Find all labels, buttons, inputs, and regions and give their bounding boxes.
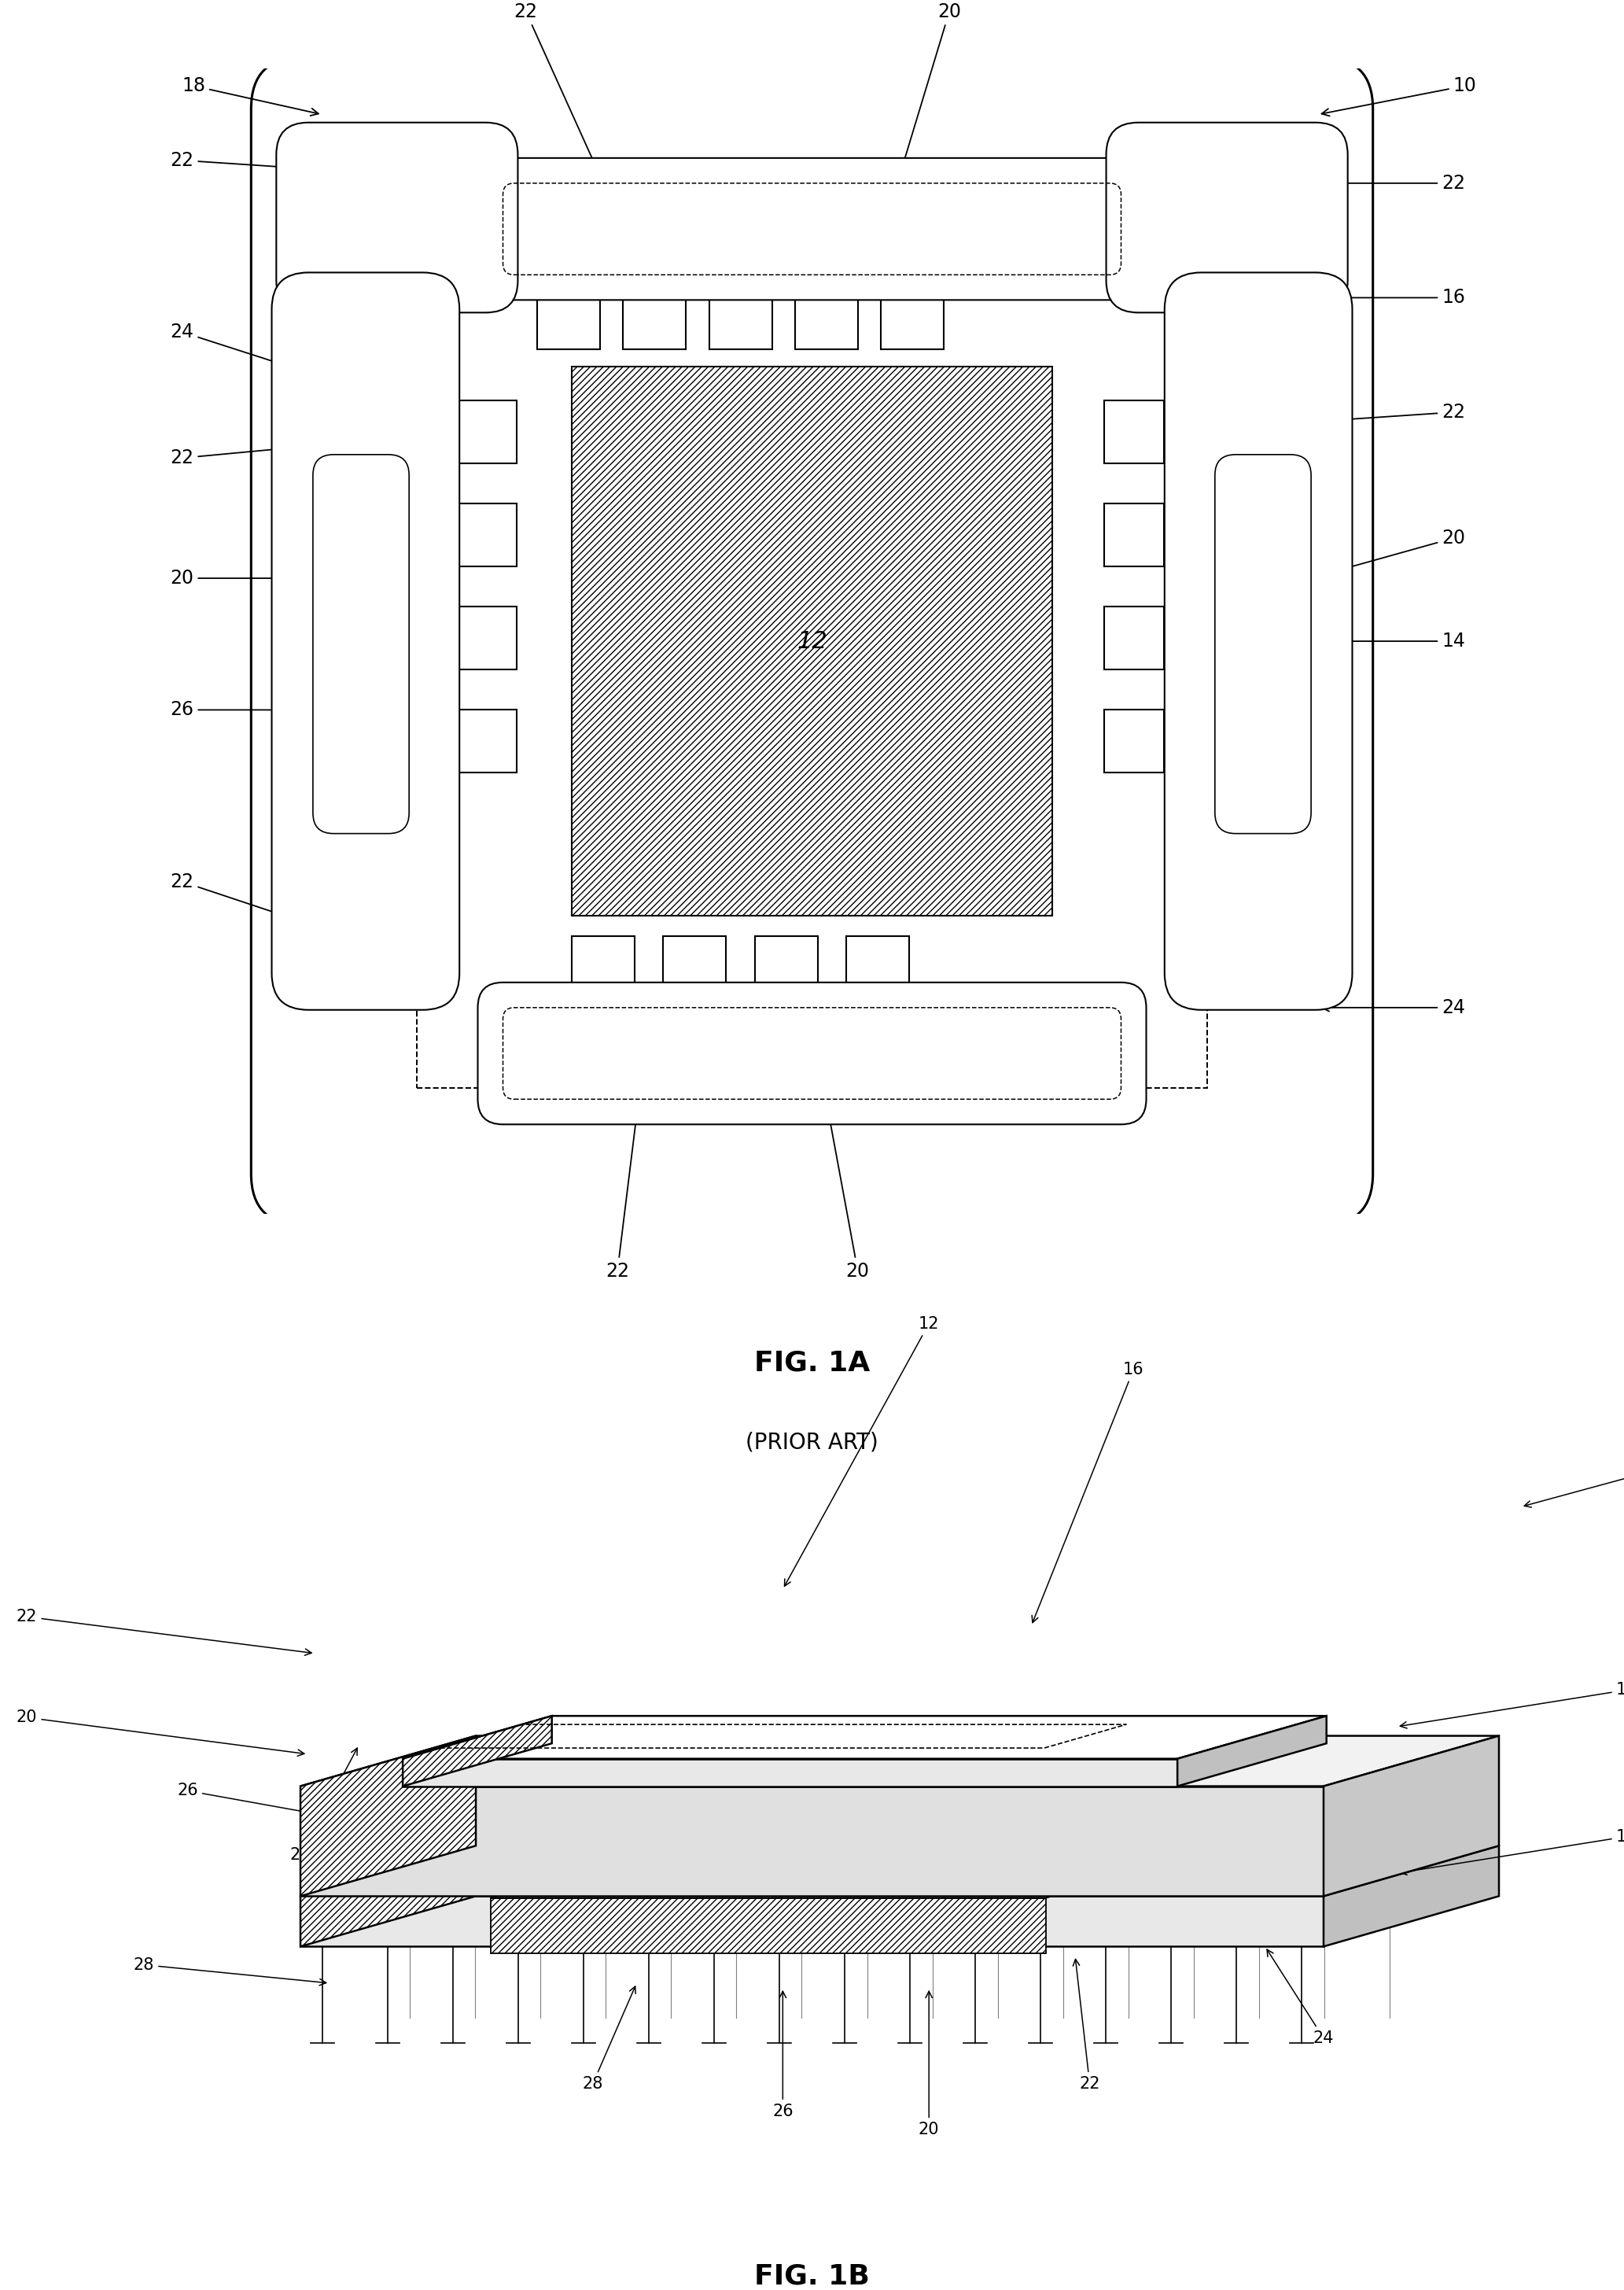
Polygon shape — [403, 1759, 1177, 1786]
FancyBboxPatch shape — [313, 453, 409, 834]
Text: 22: 22 — [291, 1747, 357, 1862]
Bar — [710, 289, 771, 348]
Text: 20: 20 — [1314, 529, 1465, 579]
FancyBboxPatch shape — [1215, 453, 1311, 834]
FancyBboxPatch shape — [477, 982, 1147, 1124]
Bar — [456, 710, 516, 774]
Bar — [456, 401, 516, 463]
Text: 20: 20 — [822, 1090, 869, 1280]
Bar — [456, 504, 516, 566]
Text: 22: 22 — [1168, 403, 1465, 435]
Polygon shape — [300, 1736, 476, 1896]
Polygon shape — [1324, 1846, 1499, 1946]
Bar — [1104, 504, 1164, 566]
Text: 28: 28 — [133, 1958, 326, 1985]
Text: 22: 22 — [171, 151, 351, 174]
Polygon shape — [1177, 1715, 1327, 1786]
FancyBboxPatch shape — [276, 121, 518, 311]
Polygon shape — [490, 1882, 1098, 1898]
FancyBboxPatch shape — [1106, 121, 1348, 311]
Polygon shape — [490, 1898, 1046, 1953]
Bar — [846, 937, 909, 996]
Text: FIG. 1B: FIG. 1B — [754, 2263, 870, 2290]
Text: 18: 18 — [182, 76, 318, 117]
Bar — [663, 937, 726, 996]
Text: 20: 20 — [171, 568, 351, 589]
Text: 12: 12 — [784, 1317, 939, 1587]
Bar — [572, 366, 1052, 916]
Text: 14: 14 — [1322, 632, 1465, 650]
Text: 20: 20 — [919, 1992, 939, 2137]
Polygon shape — [300, 1846, 1499, 1896]
Text: 18: 18 — [1400, 1683, 1624, 1729]
Text: 20: 20 — [892, 2, 961, 197]
Text: 20: 20 — [16, 1711, 304, 1756]
Text: 22: 22 — [1314, 174, 1465, 192]
Bar — [1104, 710, 1164, 774]
Text: 22: 22 — [16, 1610, 312, 1656]
Text: 26: 26 — [177, 1784, 312, 1816]
Polygon shape — [403, 1715, 552, 1786]
Text: 16: 16 — [1322, 289, 1465, 307]
Polygon shape — [300, 1786, 1324, 1896]
FancyBboxPatch shape — [252, 57, 1372, 1225]
Text: 24: 24 — [1322, 998, 1465, 1017]
Bar — [572, 937, 635, 996]
Text: 24: 24 — [1267, 1949, 1333, 2045]
Bar — [624, 289, 685, 348]
Text: (PRIOR ART): (PRIOR ART) — [745, 1431, 879, 1454]
Polygon shape — [300, 1736, 1499, 1786]
Text: 10: 10 — [1322, 76, 1476, 117]
Text: 26: 26 — [773, 1992, 793, 2118]
Text: 22: 22 — [1073, 1960, 1099, 2091]
Text: FIG. 1A: FIG. 1A — [754, 1349, 870, 1376]
Polygon shape — [300, 1846, 476, 1946]
Text: 26: 26 — [171, 701, 351, 719]
Bar — [880, 289, 944, 348]
Text: 22: 22 — [515, 2, 604, 185]
Bar — [755, 937, 818, 996]
FancyBboxPatch shape — [477, 158, 1147, 300]
Polygon shape — [300, 1896, 1324, 1946]
Bar — [1104, 401, 1164, 463]
Text: 22: 22 — [171, 872, 419, 962]
Text: 14: 14 — [1400, 1830, 1624, 1876]
Bar — [538, 289, 601, 348]
Bar — [456, 607, 516, 669]
Text: 10: 10 — [1525, 1463, 1624, 1507]
Text: 22: 22 — [606, 1090, 643, 1280]
FancyBboxPatch shape — [271, 273, 460, 1010]
Bar — [572, 366, 1052, 916]
Bar — [1104, 607, 1164, 669]
Text: 24: 24 — [171, 323, 356, 389]
FancyBboxPatch shape — [1164, 273, 1353, 1010]
Polygon shape — [403, 1715, 1327, 1759]
Text: 12: 12 — [797, 630, 827, 653]
Bar — [794, 289, 857, 348]
Text: 16: 16 — [1031, 1363, 1143, 1624]
Text: 28: 28 — [583, 1985, 635, 2091]
Polygon shape — [1324, 1736, 1499, 1896]
Text: 22: 22 — [171, 428, 460, 467]
